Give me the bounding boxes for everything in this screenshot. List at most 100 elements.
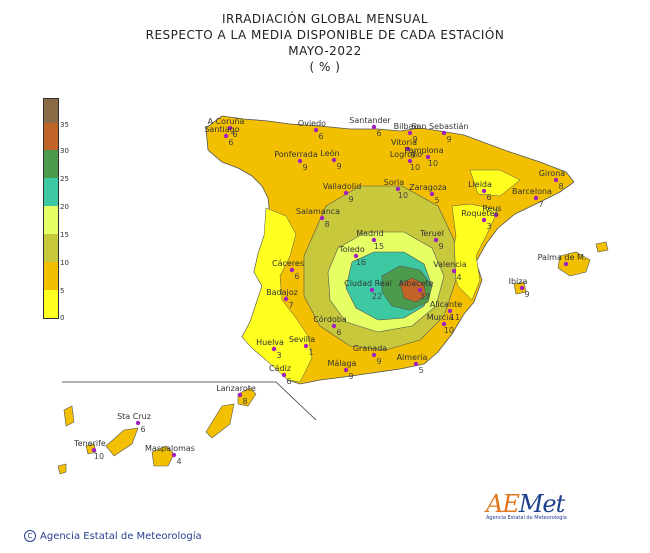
station-value: 6 bbox=[486, 193, 491, 202]
aemet-logo-wordmark: AEMet bbox=[486, 490, 565, 518]
la-palma-island bbox=[63, 405, 75, 427]
legend-bottom-border bbox=[43, 318, 59, 319]
station-name: Madrid bbox=[356, 229, 383, 238]
station-value: 8 bbox=[242, 397, 247, 406]
station-name: Sta Cruz bbox=[117, 412, 151, 421]
station-marker bbox=[303, 343, 309, 349]
legend-tick-35: 35 bbox=[60, 121, 69, 129]
station-name: Cáceres bbox=[272, 259, 304, 268]
station-value: 6 bbox=[140, 425, 145, 434]
station-value: 10 bbox=[410, 163, 420, 172]
station-palma-de-m: Palma de M. bbox=[538, 253, 586, 267]
station-barcelona: Barcelona 7 bbox=[512, 187, 552, 209]
legend-swatch-30 bbox=[43, 122, 59, 150]
station-name: Soria bbox=[384, 178, 404, 187]
legend-tick-25: 25 bbox=[60, 175, 69, 183]
station-alicante: Alicante 11 bbox=[430, 300, 462, 322]
station-sta-cruz: Sta Cruz 6 bbox=[117, 412, 151, 434]
station-maspalomas: Maspalomas 4 bbox=[145, 444, 195, 466]
station-marker bbox=[441, 321, 447, 327]
station-malaga: Málaga 9 bbox=[328, 359, 357, 381]
station-teruel: Teruel 9 bbox=[419, 229, 444, 251]
station-marker bbox=[429, 191, 435, 197]
station-name: Bilbao bbox=[394, 122, 419, 131]
station-name: Valladolid bbox=[323, 182, 362, 191]
station-name: León bbox=[320, 148, 339, 158]
station-value: 7 bbox=[288, 301, 293, 310]
aemet-logo-subtitle: Agencia Estatal de Meteorología bbox=[486, 515, 567, 521]
station-value: 10 bbox=[94, 452, 104, 461]
station-almeria: Almería 5 bbox=[397, 353, 428, 375]
station-name: Tenerife bbox=[73, 439, 106, 448]
station-marker bbox=[91, 447, 97, 453]
station-ponferrada: Ponferrada 9 bbox=[274, 150, 318, 172]
station-name: Girona bbox=[539, 169, 566, 178]
credit-line: C Agencia Estatal de Meteorología bbox=[24, 530, 202, 542]
station-name: Logroño bbox=[390, 150, 422, 159]
station-marker bbox=[237, 392, 243, 398]
station-name: Santiago bbox=[204, 125, 239, 134]
station-marker bbox=[425, 154, 431, 160]
station-name: Badajoz bbox=[266, 288, 298, 297]
station-value: 33 bbox=[420, 292, 430, 301]
lanzarote-island bbox=[237, 387, 257, 407]
station-lanzarote: Lanzarote 8 bbox=[216, 384, 256, 406]
station-value: 8 bbox=[324, 220, 329, 229]
station-marker bbox=[227, 125, 233, 131]
station-value: 3 bbox=[486, 222, 491, 231]
map-subtitle: RESPECTO A LA MEDIA DISPONIBLE DE CADA E… bbox=[145, 28, 505, 42]
station-name: Ibiza bbox=[509, 277, 528, 286]
station-value: 22 bbox=[372, 292, 382, 301]
mallorca-island bbox=[557, 251, 591, 277]
station-value: 6 bbox=[228, 138, 233, 147]
station-marker bbox=[343, 190, 349, 196]
station-caceres: Cáceres 6 bbox=[272, 259, 304, 281]
station-marker bbox=[297, 158, 303, 164]
copyright-icon: C bbox=[24, 530, 36, 542]
station-albacete: Albacete 33 bbox=[398, 279, 433, 301]
station-marker bbox=[369, 287, 375, 293]
el-hierro-island bbox=[57, 463, 67, 475]
station-name: Oviedo bbox=[298, 119, 326, 128]
station-marker bbox=[281, 372, 287, 378]
station-name: Huelva bbox=[256, 338, 284, 347]
legend-swatch-15 bbox=[43, 206, 59, 234]
legend-tick-15: 15 bbox=[60, 231, 69, 239]
station-bilbao: Bilbao 9 bbox=[394, 122, 419, 144]
station-lleida: Lleida 6 bbox=[468, 180, 492, 202]
credit-text: Agencia Estatal de Meteorología bbox=[40, 531, 202, 542]
station-value: 9 bbox=[348, 372, 353, 381]
station-soria: Soria 10 bbox=[384, 178, 408, 200]
station-marker bbox=[271, 346, 277, 352]
station-value: 9 bbox=[412, 135, 417, 144]
station-leon: León 9 bbox=[320, 148, 341, 171]
legend-swatch-20 bbox=[43, 178, 59, 206]
station-value: 3 bbox=[276, 351, 281, 360]
station-logrono: Logroño 10 bbox=[390, 150, 422, 172]
legend-swatch-35 bbox=[43, 98, 59, 123]
station-name: San Sebastián bbox=[411, 122, 468, 131]
station-granada: Granada 9 bbox=[353, 344, 387, 366]
legend-swatch-25 bbox=[43, 150, 59, 178]
station-marker bbox=[533, 195, 539, 201]
station-marker bbox=[353, 253, 359, 259]
station-name: Salamanca bbox=[296, 207, 340, 216]
station-value: 5 bbox=[418, 366, 423, 375]
station-marker bbox=[407, 130, 413, 136]
legend-swatch-0 bbox=[43, 290, 59, 318]
station-name: Roquetes bbox=[461, 209, 498, 218]
station-santander: Santander 6 bbox=[349, 116, 391, 138]
station-value: 4 bbox=[176, 457, 181, 466]
station-value: 9 bbox=[410, 151, 415, 160]
map-title: IRRADIACIÓN GLOBAL MENSUAL bbox=[221, 12, 429, 26]
station-name: Santander bbox=[349, 116, 391, 125]
legend-tick-0: 0 bbox=[60, 314, 65, 322]
station-reus: Reus bbox=[482, 204, 502, 218]
legend-tick-5: 5 bbox=[60, 287, 65, 295]
station-oviedo: Oviedo 6 bbox=[298, 119, 326, 141]
station-marker bbox=[371, 237, 377, 243]
station-salamanca: Salamanca 8 bbox=[296, 207, 340, 229]
station-marker bbox=[171, 452, 177, 458]
station-name: Ponferrada bbox=[274, 150, 318, 159]
station-name: Vitoria bbox=[391, 138, 417, 147]
